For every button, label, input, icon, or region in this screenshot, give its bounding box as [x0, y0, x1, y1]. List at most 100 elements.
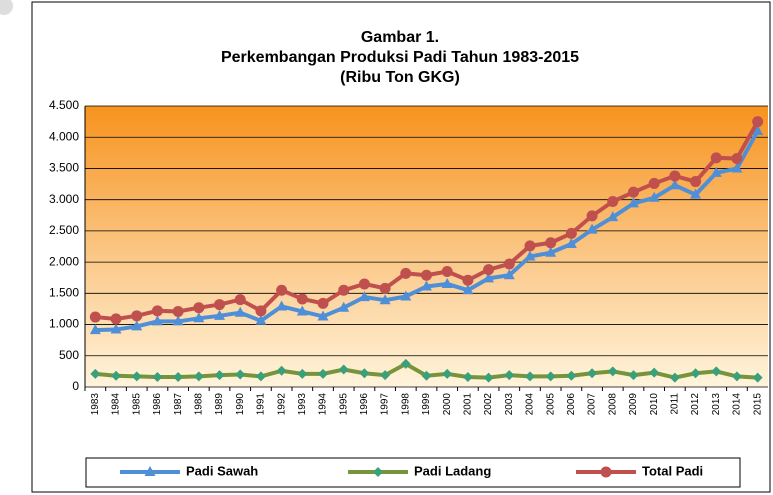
y-tick-label: 2.500	[49, 223, 79, 237]
legend-label: Padi Sawah	[186, 463, 258, 478]
point	[483, 264, 495, 276]
point	[462, 284, 474, 295]
y-tick-label: 1.500	[49, 286, 79, 300]
point	[235, 369, 246, 380]
point	[276, 300, 288, 311]
point	[234, 306, 246, 317]
x-tick-label: 1997	[380, 393, 391, 416]
x-tick-label: 1983	[90, 393, 101, 416]
point	[648, 177, 660, 189]
x-tick-label: 2002	[483, 393, 494, 416]
point	[89, 324, 101, 335]
point	[296, 305, 308, 316]
x-tick-label: 2014	[732, 393, 743, 416]
point	[214, 309, 226, 320]
point	[193, 371, 204, 382]
x-tick-label: 1992	[276, 393, 287, 416]
point	[566, 370, 577, 381]
x-tick-label: 2008	[607, 393, 618, 416]
point	[545, 246, 557, 257]
point	[359, 368, 370, 379]
point	[524, 371, 535, 382]
point	[173, 372, 184, 383]
point	[193, 312, 205, 323]
point	[89, 311, 101, 323]
point	[731, 162, 743, 173]
point	[441, 265, 453, 277]
point	[296, 293, 308, 305]
point	[731, 152, 743, 164]
point	[752, 124, 764, 135]
x-tick-label: 1991	[256, 393, 267, 416]
legend-label: Total Padi	[642, 463, 703, 478]
point	[111, 370, 122, 381]
x-tick-label: 2007	[587, 393, 598, 416]
point	[711, 366, 722, 377]
y-tick-label: 3.000	[49, 192, 79, 206]
point	[172, 315, 184, 326]
x-tick-label: 2006	[566, 393, 577, 416]
y-tick-label: 1.000	[49, 317, 79, 331]
x-tick-label: 2015	[752, 393, 763, 416]
point	[442, 368, 453, 379]
point	[710, 166, 722, 177]
point	[255, 305, 267, 317]
x-tick-label: 2005	[545, 393, 556, 416]
y-tick-label: 3.500	[49, 161, 79, 175]
point	[648, 191, 660, 202]
point	[731, 371, 742, 382]
point	[379, 282, 391, 294]
point	[627, 186, 639, 198]
chart-title: (Ribu Ton GKG)	[340, 69, 460, 86]
point	[193, 302, 205, 314]
x-tick-label: 2004	[525, 393, 536, 416]
point	[172, 305, 184, 317]
x-tick-label: 1995	[338, 393, 349, 416]
point	[503, 269, 515, 280]
point	[462, 372, 473, 383]
x-tick-label: 1996	[359, 393, 370, 416]
x-tick-label: 1994	[318, 393, 329, 416]
point	[600, 466, 612, 478]
point	[276, 365, 287, 376]
point	[752, 116, 764, 128]
point	[504, 370, 515, 381]
point	[690, 188, 702, 199]
x-tick-label: 2011	[670, 393, 681, 415]
point	[483, 372, 494, 383]
chart-title: Gambar 1.	[361, 29, 439, 46]
point	[151, 305, 163, 317]
x-tick-label: 1993	[297, 393, 308, 416]
point	[358, 291, 370, 302]
point	[586, 210, 598, 222]
point	[400, 290, 412, 301]
plot-area	[85, 106, 768, 387]
point	[317, 310, 329, 321]
point	[318, 368, 329, 379]
point	[545, 371, 556, 382]
point	[131, 371, 142, 382]
x-tick-label: 2001	[463, 393, 474, 416]
x-tick-label: 1990	[235, 393, 246, 416]
point	[628, 370, 639, 381]
point	[627, 197, 639, 208]
y-tick-label: 4.500	[49, 98, 79, 112]
x-tick-label: 2010	[649, 393, 660, 416]
point	[317, 297, 329, 309]
point	[441, 277, 453, 288]
point	[669, 170, 681, 182]
point	[483, 272, 495, 283]
x-tick-label: 1984	[111, 393, 122, 416]
point	[255, 314, 267, 325]
point	[669, 372, 680, 383]
point	[358, 278, 370, 290]
point	[338, 364, 349, 375]
point	[373, 467, 383, 477]
point	[565, 227, 577, 239]
point	[152, 372, 163, 383]
point	[565, 238, 577, 249]
point	[586, 223, 598, 234]
point	[255, 371, 266, 382]
point	[276, 284, 288, 296]
